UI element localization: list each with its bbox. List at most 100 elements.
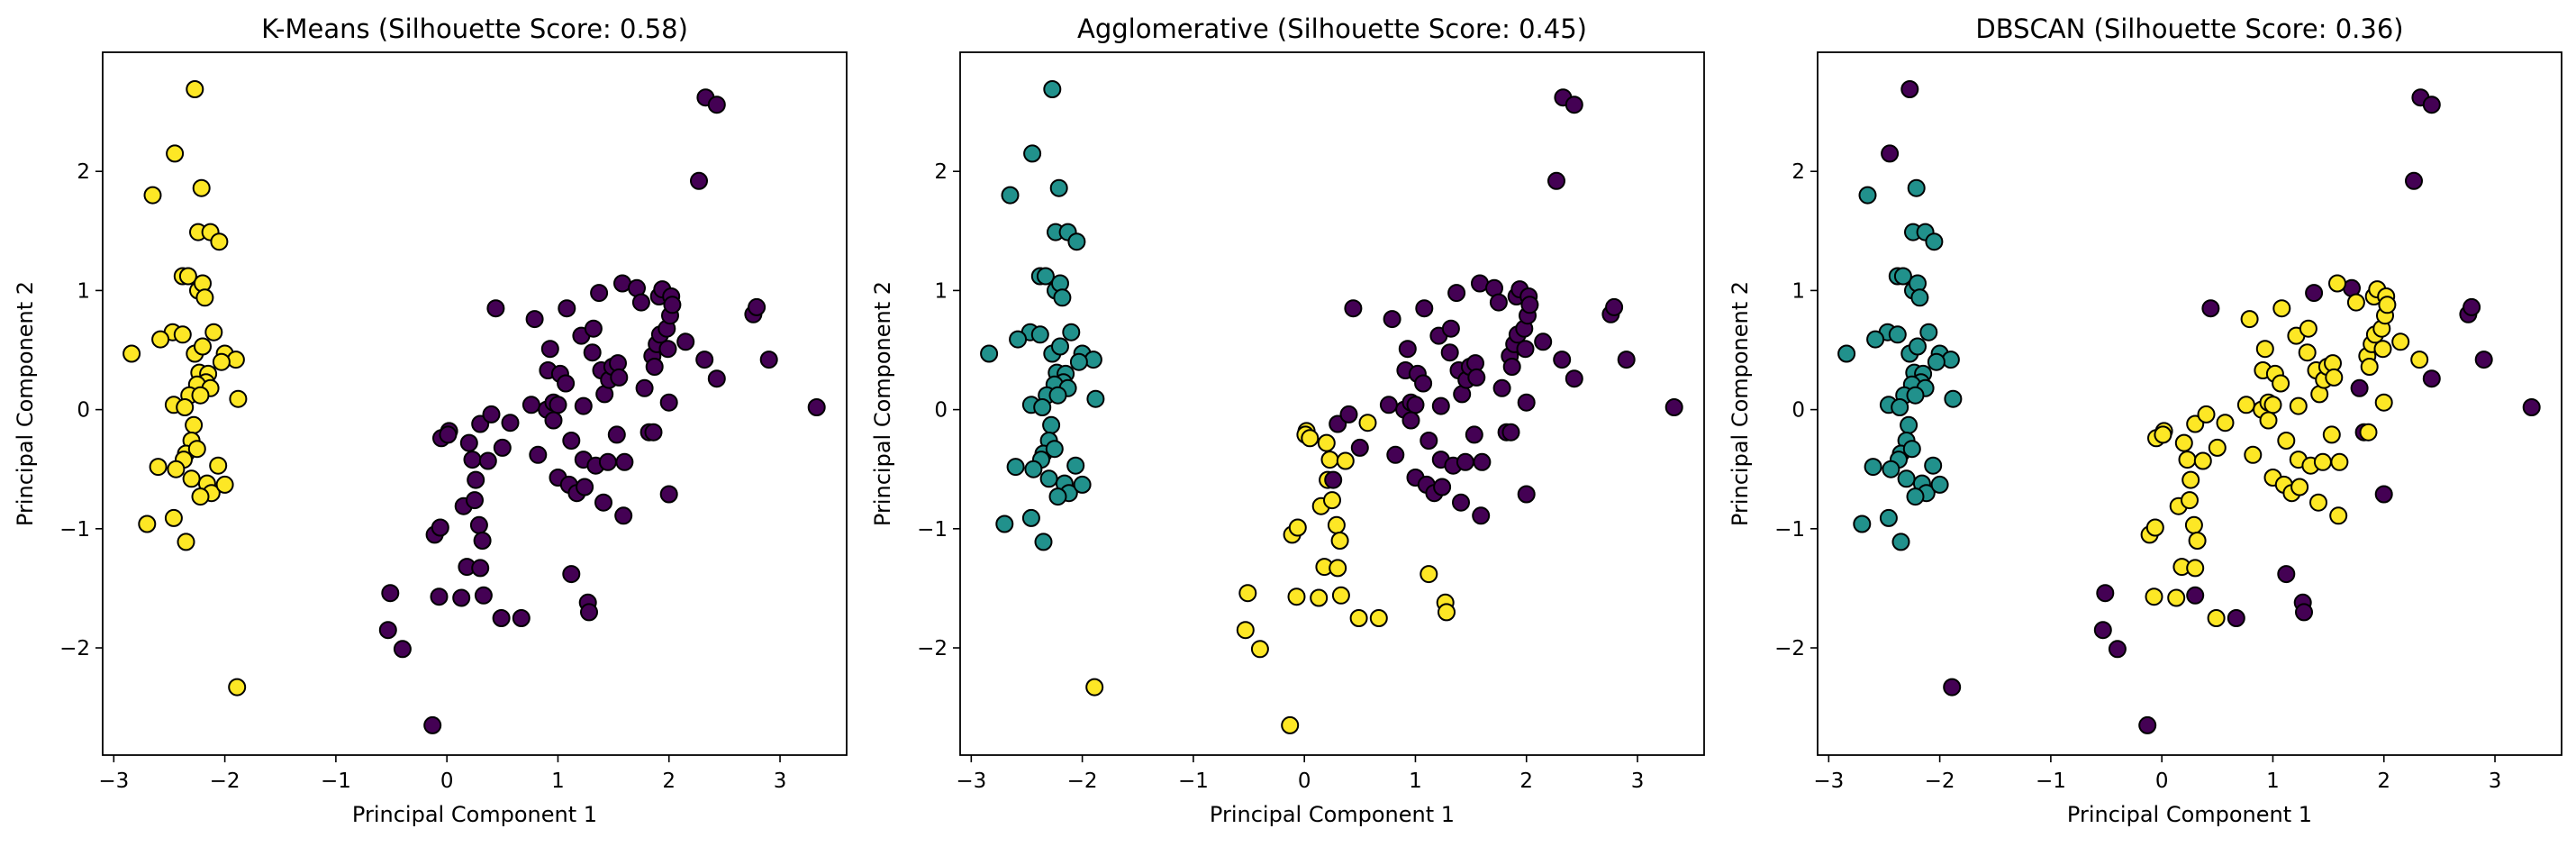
data-point	[1534, 332, 1553, 351]
data-point	[1879, 508, 1898, 527]
data-point	[2167, 588, 2186, 607]
data-point	[1023, 144, 1042, 163]
data-point	[1565, 369, 1583, 388]
data-point	[1473, 452, 1492, 471]
chart-title: Agglomerative (Silhouette Score: 0.45)	[1077, 14, 1587, 44]
data-point	[1067, 232, 1086, 251]
data-point	[471, 559, 490, 578]
data-point	[1888, 325, 1907, 344]
data-point	[1858, 186, 1877, 205]
data-point	[584, 319, 603, 338]
series-1	[122, 80, 248, 697]
data-point	[2328, 274, 2346, 293]
data-point	[439, 425, 458, 444]
data-point	[493, 438, 512, 457]
data-point	[2359, 423, 2378, 442]
data-point	[1406, 396, 1425, 414]
data-point	[2422, 369, 2441, 388]
data-point	[1320, 451, 1339, 469]
data-point	[2391, 332, 2410, 351]
data-point	[378, 621, 397, 640]
data-point	[807, 398, 826, 416]
data-point	[549, 396, 567, 414]
data-point	[1323, 491, 1341, 510]
data-point	[2184, 515, 2203, 534]
data-point	[1386, 445, 1405, 464]
x-axis-label: Principal Component 1	[352, 802, 597, 827]
y-tick-label: −2	[917, 637, 948, 660]
data-point	[1009, 330, 1028, 349]
data-point	[522, 396, 540, 414]
data-point	[482, 405, 501, 424]
x-tick-label: 3	[774, 770, 787, 793]
data-point	[2410, 351, 2429, 369]
data-point	[2145, 587, 2163, 606]
data-point	[1329, 559, 1347, 578]
data-point	[430, 587, 449, 606]
data-point	[562, 565, 581, 584]
data-point	[1906, 487, 1925, 506]
data-point	[2207, 609, 2226, 627]
data-point	[204, 323, 223, 342]
data-point	[1467, 368, 1486, 387]
data-point	[1919, 323, 1938, 342]
data-point	[1547, 171, 1565, 190]
data-point	[2240, 310, 2259, 329]
data-point	[229, 389, 248, 408]
data-point	[1043, 80, 1062, 98]
x-tick-label: 0	[2155, 770, 2169, 793]
data-point	[512, 609, 531, 627]
data-point	[185, 415, 204, 434]
data-point	[2325, 368, 2344, 387]
data-point	[226, 351, 245, 369]
data-point	[1073, 475, 1092, 494]
data-point	[191, 487, 210, 506]
data-point	[529, 445, 548, 464]
data-point	[2405, 171, 2423, 190]
x-tick-label: −2	[210, 770, 240, 793]
y-tick-label: 1	[77, 279, 90, 303]
series-3	[2140, 274, 2429, 627]
data-point	[2277, 432, 2296, 450]
data-point	[1664, 398, 1683, 416]
data-point	[1039, 469, 1058, 488]
data-point	[486, 299, 505, 318]
y-tick-label: −1	[59, 518, 90, 542]
data-point	[228, 678, 247, 697]
data-point	[1401, 411, 1420, 430]
data-point	[1062, 323, 1081, 342]
chart-panel-2: −3 −2 −1 0 1 2 3 −2 −1 0 1 2 Agglomerative (Silhouet…	[870, 14, 1705, 827]
data-point	[2178, 451, 2197, 469]
data-point	[1420, 565, 1438, 584]
data-point	[1492, 378, 1511, 397]
data-point	[1330, 532, 1349, 550]
data-point	[2093, 621, 2112, 640]
data-point	[423, 715, 442, 734]
x-tick-label: −3	[98, 770, 129, 793]
data-point	[2263, 396, 2282, 414]
data-point	[635, 378, 654, 397]
data-point	[1902, 440, 1921, 459]
data-point	[2145, 518, 2164, 537]
data-point	[1287, 587, 1306, 606]
data-point	[1069, 352, 1088, 371]
chart-panel-1: −3 −2 −1 0 1 2 3 −2 −1 0 1 2 K-Means (Silhouette Sco…	[13, 14, 848, 827]
data-point	[1864, 458, 1882, 477]
data-point	[1517, 393, 1536, 412]
data-point	[2378, 296, 2397, 314]
data-point	[1433, 478, 1452, 496]
data-point	[1051, 337, 1069, 356]
data-point	[1048, 386, 1067, 405]
chart-title: DBSCAN (Silhouette Score: 0.36)	[1975, 14, 2403, 44]
data-point	[583, 343, 602, 362]
data-point	[1024, 460, 1043, 478]
data-point	[2181, 470, 2200, 489]
data-point	[1882, 460, 1900, 478]
x-tick-label: −1	[2036, 770, 2066, 793]
data-point	[2272, 299, 2291, 318]
x-tick-label: −2	[1067, 770, 1098, 793]
data-point	[2188, 532, 2207, 550]
data-point	[540, 340, 559, 359]
data-point	[1565, 96, 1583, 114]
